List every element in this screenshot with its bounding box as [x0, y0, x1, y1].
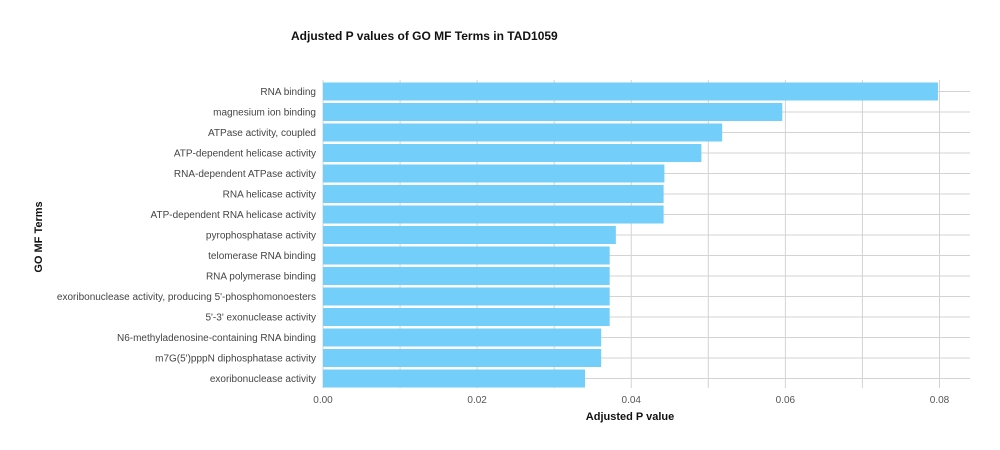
bar — [323, 205, 664, 224]
category-label: pyrophosphatase activity — [206, 231, 316, 242]
bar — [323, 369, 586, 388]
category-label: N6-methyladenosine-containing RNA bindin… — [117, 333, 316, 344]
bar — [323, 185, 664, 203]
category-label: m7G(5')pppN diphosphatase activity — [155, 354, 316, 365]
category-labels: RNA binding magnesium ion binding ATPase a… — [57, 87, 316, 385]
category-label: RNA polymerase binding — [206, 272, 316, 283]
category-label: RNA-dependent ATPase activity — [174, 169, 316, 180]
y-axis-label: GO MF Terms — [33, 201, 45, 272]
bars — [323, 82, 938, 388]
x-tick-labels: 0.00 0.02 0.04 0.06 0.08 — [313, 395, 949, 406]
category-label: RNA helicase activity — [223, 190, 316, 201]
category-label: telomerase RNA binding — [208, 251, 316, 262]
category-label: magnesium ion binding — [213, 108, 316, 119]
bar — [323, 267, 610, 285]
bar — [323, 308, 610, 326]
bar — [323, 82, 938, 101]
bar — [323, 226, 616, 244]
bar — [323, 328, 602, 347]
category-label: 5'-3' exonuclease activity — [205, 313, 316, 324]
bar — [323, 164, 665, 183]
category-label: exoribonuclease activity — [210, 374, 316, 385]
category-label: RNA binding — [260, 87, 316, 98]
x-tick-label: 0.06 — [776, 395, 796, 406]
bar — [323, 349, 602, 367]
bar — [323, 123, 723, 142]
x-tick-label: 0.02 — [467, 395, 487, 406]
bar — [323, 103, 783, 121]
category-label: ATP-dependent helicase activity — [174, 149, 316, 160]
x-tick-label: 0.04 — [622, 395, 642, 406]
category-label: exoribonuclease activity, producing 5'-p… — [57, 292, 316, 303]
bar — [323, 287, 610, 306]
x-axis-label: Adjusted P value — [586, 411, 674, 423]
x-tick-label: 0.00 — [313, 395, 333, 406]
bar — [323, 144, 702, 162]
category-label: ATP-dependent RNA helicase activity — [151, 210, 316, 221]
x-tick-label: 0.08 — [930, 395, 950, 406]
category-label: ATPase activity, coupled — [208, 128, 316, 139]
bar — [323, 246, 610, 265]
chart-title: Adjusted P values of GO MF Terms in TAD1… — [291, 29, 558, 43]
